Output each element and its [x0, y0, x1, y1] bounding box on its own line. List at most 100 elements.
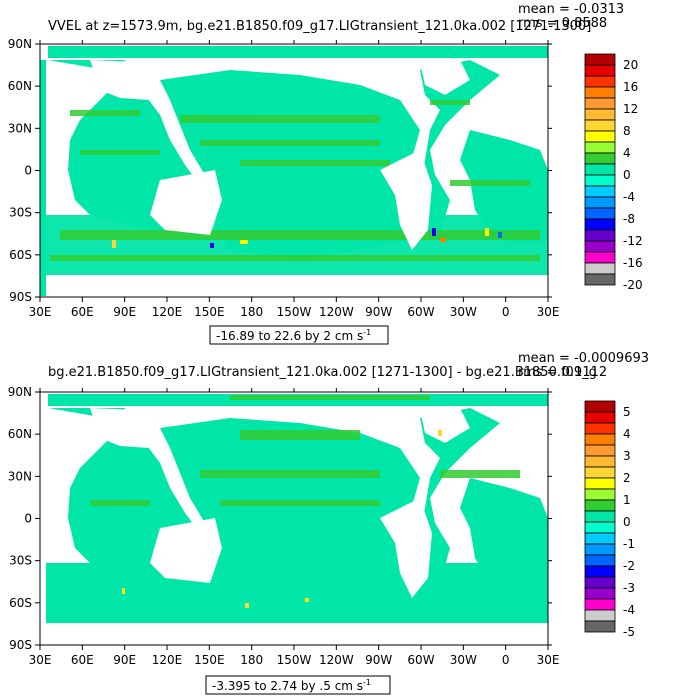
colorbar-swatch [584, 53, 616, 66]
colorbar-label: 16 [623, 80, 638, 94]
colorbar-swatch [584, 196, 616, 209]
panel-2-land-mask [46, 408, 548, 644]
colorbar-swatch [584, 499, 616, 512]
colorbar-swatch [584, 411, 616, 424]
panel-1-positive-streaks [50, 100, 540, 261]
colorbar-swatch [584, 75, 616, 88]
panel-2-x-axis: 30E 60E 90E 120E 150E 180 150W 120W 90W 60W 30W 0 30… [29, 388, 559, 667]
colorbar-label: -4 [623, 603, 635, 617]
y-tick-label: 30N [8, 121, 32, 135]
x-tick-label: 120W [319, 305, 354, 319]
x-tick-label: 90W [365, 305, 392, 319]
colorbar-swatch [584, 620, 616, 633]
panel-2-map: 30E 60E 90E 120E 150E 180 150W 120W 90W 60W 30W 0 30… [8, 385, 560, 667]
colorbar-swatch [584, 251, 616, 264]
x-tick-label: 150E [194, 653, 225, 667]
x-tick-label: 30E [537, 305, 560, 319]
colorbar-swatch [584, 119, 616, 132]
y-tick-label: 60S [9, 248, 32, 262]
panel-1-x-axis: 30E 60E 90E 120E 150E 180 150W 120W 90W 60W 30W 0 30… [29, 40, 560, 319]
colorbar-label: -8 [623, 212, 635, 226]
colorbar-swatch [584, 532, 616, 545]
panel-2-colorbar: 5 4 3 2 1 0 -1 -2 -3 -4 -5 [584, 400, 635, 639]
colorbar-swatch [584, 262, 616, 275]
colorbar-swatch [584, 207, 616, 220]
x-tick-label: 180 [240, 305, 263, 319]
colorbar-swatch [584, 108, 616, 121]
panel-1-map: 30E 60E 90E 120E 150E 180 150W 120W 90W 60W 30W 0 30… [8, 37, 560, 319]
x-tick-label: 60W [407, 305, 434, 319]
panel-2-positive-streaks [90, 395, 520, 506]
x-tick-label: 120E [152, 305, 183, 319]
colorbar-swatch [584, 521, 616, 534]
x-tick-label: 120E [152, 653, 183, 667]
colorbar-label: -5 [623, 625, 635, 639]
colorbar-swatch [584, 64, 616, 77]
colorbar-swatch [584, 587, 616, 600]
y-tick-label: 90N [8, 385, 32, 399]
x-tick-label: 90E [113, 653, 136, 667]
panel-1-contour-info: -16.89 to 22.6 by 2 cm s-1 [216, 328, 371, 343]
colorbar-swatch [584, 152, 616, 165]
panel-1-land-mask [46, 60, 548, 296]
colorbar-swatch [584, 400, 616, 413]
colorbar-swatch [584, 576, 616, 589]
y-tick-label: 90S [9, 638, 32, 652]
y-tick-label: 0 [24, 512, 32, 526]
panel-1-title: VVEL at z=1573.9m, bg.e21.B1850.f09_g17.… [48, 19, 591, 34]
panel-2-contour-info-box [205, 675, 391, 695]
colorbar-swatch [584, 510, 616, 523]
panel-1: VVEL at z=1573.9m, bg.e21.B1850.f09_g17.… [8, 2, 643, 345]
colorbar-swatch [584, 86, 616, 99]
y-tick-label: 0 [24, 164, 32, 178]
colorbar-swatch [584, 609, 616, 622]
colorbar-swatch [584, 185, 616, 198]
y-tick-label: 30S [9, 206, 32, 220]
colorbar-label: -12 [623, 234, 643, 248]
colorbar-label: 3 [623, 449, 631, 463]
x-tick-label: 150E [194, 305, 225, 319]
panel-2-contour-info: -3.395 to 2.74 by .5 cm s-1 [212, 678, 371, 693]
panel-1-y-axis: 90N 60N 30N 0 30S 60S 90S [8, 37, 552, 304]
colorbar-swatch [584, 141, 616, 154]
colorbar-swatch [584, 229, 616, 242]
colorbar-label: -16 [623, 256, 643, 270]
colorbar-swatch [584, 422, 616, 435]
colorbar-swatch [584, 444, 616, 457]
colorbar-label: 4 [623, 427, 631, 441]
panel-2-y-axis: 90N 60N 30N 0 30S 60S 90S [8, 385, 552, 652]
y-tick-label: 60N [8, 79, 32, 93]
colorbar-swatch [584, 130, 616, 143]
panel-1-extremes [112, 228, 502, 248]
x-tick-label: 90W [365, 653, 392, 667]
x-tick-label: 30E [29, 305, 52, 319]
x-tick-label: 0 [502, 653, 510, 667]
colorbar-swatch [584, 163, 616, 176]
colorbar-swatch [584, 174, 616, 187]
panel-2-title: bg.e21.B1850.f09_g17.LIGtransient_121.0k… [48, 365, 597, 380]
colorbar-label: 0 [623, 515, 631, 529]
colorbar-swatch [584, 598, 616, 611]
colorbar-label: 12 [623, 102, 638, 116]
x-tick-label: 30E [29, 653, 52, 667]
colorbar-label: -1 [623, 537, 635, 551]
colorbar-swatch [584, 488, 616, 501]
y-tick-label: 30N [8, 469, 32, 483]
colorbar-swatch [584, 554, 616, 567]
x-tick-label: 90E [113, 305, 136, 319]
y-tick-label: 30S [9, 554, 32, 568]
panel-2-extremes [122, 430, 442, 608]
colorbar-label: 1 [623, 493, 631, 507]
colorbar-label: 8 [623, 124, 631, 138]
x-tick-label: 180 [240, 653, 263, 667]
colorbar-swatch [584, 543, 616, 556]
x-tick-label: 60E [71, 305, 94, 319]
colorbar-swatch [584, 565, 616, 578]
y-tick-label: 60N [8, 427, 32, 441]
panel-1-rms: rms = 0.8588 [518, 16, 607, 31]
colorbar-label: 2 [623, 471, 631, 485]
x-tick-label: 0 [502, 305, 510, 319]
colorbar-swatch [584, 477, 616, 490]
colorbar-label: 20 [623, 58, 638, 72]
colorbar-label: -3 [623, 581, 635, 595]
